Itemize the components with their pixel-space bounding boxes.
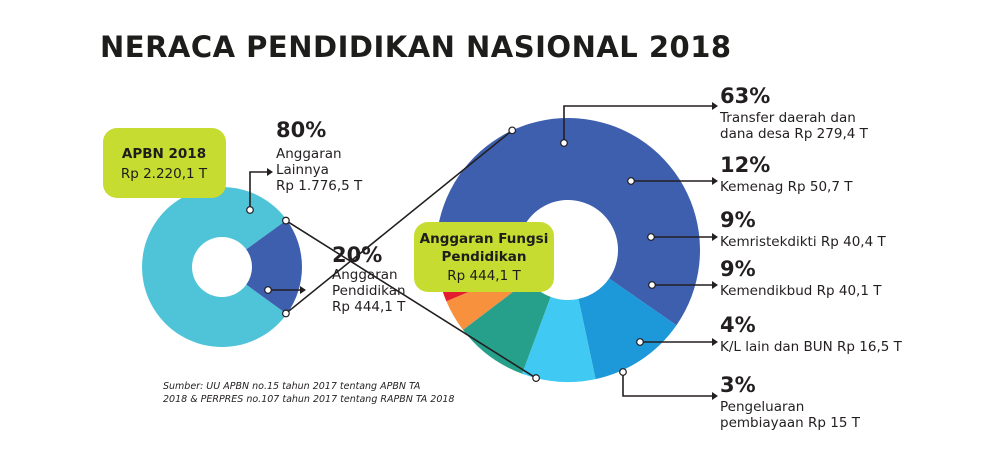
fungsi-slice bbox=[522, 296, 596, 382]
slice-pct-label: 20% bbox=[332, 243, 382, 267]
slice-name-label: Rp 444,1 T bbox=[332, 299, 406, 315]
slice-name-label: Kemristekdikti Rp 40,4 T bbox=[720, 234, 886, 250]
fungsi-box-value: Rp 444,1 T bbox=[447, 268, 521, 284]
slice-name-label: Lainnya bbox=[276, 162, 329, 178]
leader-dot bbox=[619, 368, 627, 376]
leader-arrow bbox=[712, 392, 718, 400]
apbn-total-box: APBN 2018 Rp 2.220,1 T bbox=[103, 128, 226, 198]
fungsi-box-title-2: Pendidikan bbox=[442, 249, 527, 265]
leader-arrow bbox=[267, 168, 273, 176]
connector-dot bbox=[282, 309, 290, 318]
slice-pct-label: 63% bbox=[720, 84, 770, 108]
slice-name-label: dana desa Rp 279,4 T bbox=[720, 126, 869, 142]
leader-arrow bbox=[712, 338, 718, 346]
leader-arrow bbox=[712, 177, 718, 185]
slice-pct-label: 12% bbox=[720, 153, 770, 177]
slice-name-label: pembiayaan Rp 15 T bbox=[720, 415, 861, 431]
leader-dot bbox=[627, 177, 635, 185]
apbn-box-bg bbox=[103, 128, 226, 198]
fungsi-box-bg bbox=[414, 222, 554, 292]
leader-dot bbox=[647, 233, 655, 241]
fungsi-total-box: Anggaran Fungsi Pendidikan Rp 444,1 T bbox=[414, 222, 554, 292]
slice-name-label: Kemenag Rp 50,7 T bbox=[720, 179, 853, 195]
slice-pct-label: 4% bbox=[720, 313, 756, 337]
connector-dot bbox=[508, 126, 517, 135]
leader-dot bbox=[648, 281, 656, 289]
leader-arrow bbox=[712, 233, 718, 241]
apbn-donut-chart bbox=[142, 187, 303, 347]
leader-arrow bbox=[712, 281, 718, 289]
connector-line-bottom bbox=[285, 219, 537, 379]
leader-line bbox=[249, 171, 268, 210]
fungsi-box-title-1: Anggaran Fungsi bbox=[420, 231, 549, 247]
leader-dot bbox=[264, 286, 272, 294]
connector-line-top bbox=[285, 129, 513, 315]
connector-dot bbox=[282, 216, 290, 225]
slice-pct-label: 80% bbox=[276, 118, 326, 142]
slice-name-label: Pendidikan bbox=[332, 283, 406, 299]
source-line-2: 2018 & PERPRES no.107 tahun 2017 tentang… bbox=[163, 394, 454, 405]
source-line-1: Sumber: UU APBN no.15 tahun 2017 tentang… bbox=[163, 381, 420, 392]
fungsi-slice bbox=[462, 280, 551, 374]
leader-line bbox=[622, 372, 712, 397]
leader-dot bbox=[246, 206, 254, 214]
page-title: NERACA PENDIDIKAN NASIONAL 2018 bbox=[100, 30, 732, 64]
apbn-box-title: APBN 2018 bbox=[122, 146, 206, 162]
slice-name-label: Pengeluaran bbox=[720, 399, 804, 415]
slice-pct-label: 9% bbox=[720, 208, 756, 232]
leader-line bbox=[563, 105, 712, 143]
slice-name-label: Anggaran bbox=[332, 267, 398, 283]
leader-arrow bbox=[300, 286, 306, 294]
connector-lines bbox=[282, 126, 540, 382]
fungsi-slice bbox=[578, 278, 677, 380]
fungsi-slice bbox=[436, 117, 701, 326]
slice-name-label: Transfer daerah dan bbox=[719, 110, 856, 126]
connector-dot bbox=[532, 374, 540, 382]
slice-pct-label: 9% bbox=[720, 257, 756, 281]
slice-name-label: Rp 1.776,5 T bbox=[276, 178, 363, 194]
leader-dot bbox=[636, 338, 644, 346]
leader-arrow bbox=[712, 102, 718, 110]
apbn-slice bbox=[142, 187, 287, 347]
leader-dot bbox=[560, 139, 568, 147]
slice-name-label: K/L lain dan BUN Rp 16,5 T bbox=[720, 339, 903, 355]
slice-pct-label: 3% bbox=[720, 373, 756, 397]
slice-name-label: Anggaran bbox=[276, 146, 342, 162]
apbn-box-value: Rp 2.220,1 T bbox=[121, 166, 208, 182]
slice-name-label: Kemendikbud Rp 40,1 T bbox=[720, 283, 882, 299]
source-note: Sumber: UU APBN no.15 tahun 2017 tentang… bbox=[163, 381, 454, 405]
